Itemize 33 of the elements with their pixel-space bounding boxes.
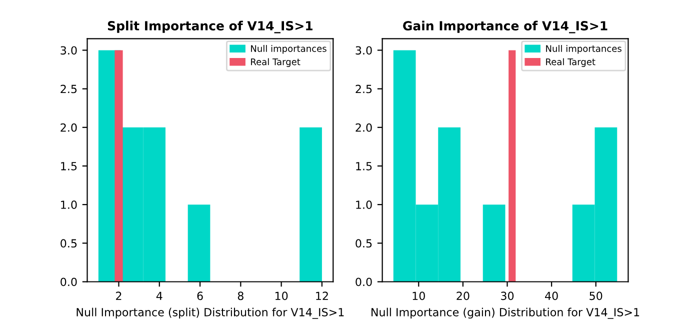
x-tick-label: 8 [238, 292, 244, 300]
x-axis-title: Null Importance (split) Distribution for V14_IS>1 [76, 308, 344, 319]
y-tick-label: 2.0 [356, 123, 372, 132]
x-tick-label: 10 [275, 292, 288, 300]
y-tick-label: 1.5 [356, 162, 372, 170]
y-tick-label: 0.5 [60, 239, 77, 248]
y-tick-label: 0.0 [60, 278, 77, 286]
y-tick-label: 1.0 [61, 200, 77, 209]
x-tick-label: 12 [316, 292, 328, 300]
legend-label: Real Target [546, 58, 596, 67]
x-tick-label: 6 [197, 292, 203, 300]
y-tick-label: 0.5 [356, 239, 372, 248]
x-tick-label: 30 [501, 292, 514, 300]
y-tick-label: 1.0 [356, 200, 372, 209]
legend-label: Null importances [251, 44, 326, 54]
x-tick-label: 10 [412, 292, 425, 300]
y-tick-label: 3.0 [356, 46, 372, 55]
y-tick-label: 2.5 [60, 84, 77, 94]
y-tick-label: 2.5 [356, 84, 372, 94]
chart-title: Split Importance of V14_IS>1 [108, 20, 312, 34]
legend-label: Null importances [546, 44, 622, 54]
x-tick-label: 2 [116, 292, 122, 300]
legend-label: Real Target [251, 58, 300, 67]
x-tick-label: 20 [456, 292, 470, 300]
y-tick-label: 2.0 [60, 123, 77, 132]
x-tick-label: 4 [156, 292, 162, 300]
y-tick-label: 3.0 [60, 46, 77, 55]
x-axis-title: Null Importance (gain) Distribution for V14_IS>1 [372, 308, 640, 319]
x-tick-label: 40 [545, 292, 558, 300]
y-tick-label: 0.0 [356, 278, 372, 286]
x-tick-label: 50 [590, 292, 602, 300]
y-tick-label: 1.5 [61, 162, 77, 170]
chart-title: Gain Importance of V14_IS>1 [403, 20, 608, 34]
